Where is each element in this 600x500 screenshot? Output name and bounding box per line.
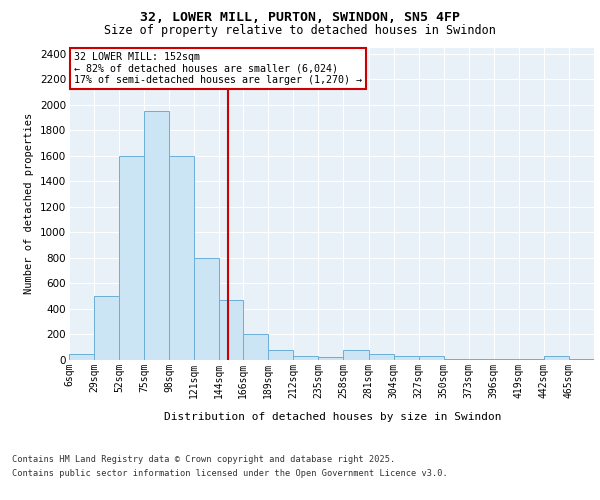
Text: Distribution of detached houses by size in Swindon: Distribution of detached houses by size …	[164, 412, 502, 422]
Bar	[544, 356, 569, 360]
Bar	[293, 356, 319, 360]
Text: Contains HM Land Registry data © Crown copyright and database right 2025.: Contains HM Land Registry data © Crown c…	[12, 455, 395, 464]
Bar	[419, 356, 443, 360]
Bar	[494, 358, 519, 360]
Bar	[243, 334, 268, 360]
Bar	[319, 357, 343, 360]
Bar	[194, 258, 220, 360]
Text: 32, LOWER MILL, PURTON, SWINDON, SN5 4FP: 32, LOWER MILL, PURTON, SWINDON, SN5 4FP	[140, 11, 460, 24]
Bar	[169, 156, 194, 360]
Bar	[343, 350, 368, 360]
Bar	[394, 356, 419, 360]
Bar	[144, 112, 169, 360]
Bar	[569, 358, 594, 360]
Bar	[443, 358, 469, 360]
Bar	[220, 300, 243, 360]
Bar	[519, 358, 544, 360]
Bar	[268, 350, 293, 360]
Text: Contains public sector information licensed under the Open Government Licence v3: Contains public sector information licen…	[12, 468, 448, 477]
Bar	[94, 296, 119, 360]
Bar	[469, 358, 494, 360]
Bar	[368, 354, 394, 360]
Bar	[69, 354, 94, 360]
Text: 32 LOWER MILL: 152sqm
← 82% of detached houses are smaller (6,024)
17% of semi-d: 32 LOWER MILL: 152sqm ← 82% of detached …	[74, 52, 362, 86]
Text: Size of property relative to detached houses in Swindon: Size of property relative to detached ho…	[104, 24, 496, 37]
Bar	[119, 156, 144, 360]
Y-axis label: Number of detached properties: Number of detached properties	[25, 113, 34, 294]
